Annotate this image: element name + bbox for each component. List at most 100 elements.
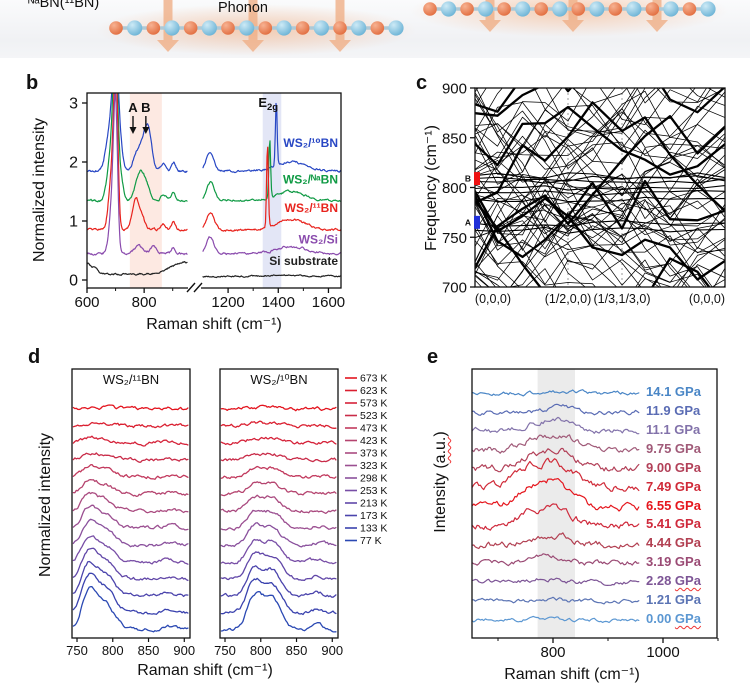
atom-nitrogen xyxy=(700,1,716,17)
kpoint-label: (0,0,0) xyxy=(689,292,725,306)
atom-nitrogen xyxy=(626,1,642,17)
pressure-label: 3.19 GPa xyxy=(646,554,701,570)
spectrum-4 xyxy=(87,261,188,276)
series-label: WS₂/¹¹BN xyxy=(285,201,338,215)
banner-phonon-label: Phonon xyxy=(218,0,268,16)
banner: ᴺᵃBN(¹¹BN) Phonon xyxy=(0,0,750,58)
x-tick: 750 xyxy=(214,643,236,658)
atom-nitrogen xyxy=(388,20,404,36)
curve xyxy=(475,220,725,227)
x-tick: 850 xyxy=(286,643,308,658)
spectrum-77K xyxy=(72,586,189,633)
pressure-label: 11.9 GPa xyxy=(646,402,701,418)
panel-c-letter: c xyxy=(416,72,428,94)
curve xyxy=(475,239,725,287)
spectrum-3 xyxy=(87,93,188,256)
atom-nitrogen xyxy=(440,1,457,17)
spectrum-373K xyxy=(72,491,189,514)
curve xyxy=(475,194,725,281)
atom-chain xyxy=(423,1,716,17)
curve xyxy=(475,166,725,281)
x-tick: 900 xyxy=(321,643,343,658)
atom-boron xyxy=(682,2,697,16)
curve xyxy=(475,88,725,173)
atom-boron xyxy=(258,21,273,35)
atom-nitrogen xyxy=(164,20,180,36)
spectrum-11.9GPa xyxy=(471,403,640,416)
panel-e-ylabel-unit: a.u. xyxy=(432,436,449,464)
atom-boron xyxy=(183,21,198,35)
legend-label: 213 K xyxy=(360,498,387,510)
panel-c-ylabel: Frequency (cm⁻¹) xyxy=(423,125,440,251)
x-tick: 800 xyxy=(540,644,565,661)
phonon-bands xyxy=(475,88,725,287)
plot-frame xyxy=(471,368,718,639)
pressure-label: 7.49 GPa xyxy=(646,478,701,494)
x-tick: 750 xyxy=(66,643,88,658)
pressure-label: 4.44 GPa xyxy=(646,535,701,551)
y-tick: 850 xyxy=(442,130,467,147)
curve xyxy=(475,88,708,147)
legend-label: 623 K xyxy=(360,385,387,397)
atom-boron xyxy=(370,21,385,35)
spectrum-523K xyxy=(220,452,337,463)
curve xyxy=(475,200,725,276)
spectrum-623K xyxy=(220,420,337,429)
atom-boron xyxy=(608,2,623,16)
x-tick: 800 xyxy=(102,643,124,658)
spectrum-373K xyxy=(220,494,337,515)
spectrum-14.1GPa xyxy=(471,389,640,397)
spectrum-623K xyxy=(72,421,189,429)
legend-label: 298 K xyxy=(360,473,387,485)
curve xyxy=(475,226,725,234)
panel-d-plot: 750 800 850 900 WS₂/¹¹BN 750 800 850 900 WS₂/¹⁰BN… xyxy=(66,368,387,658)
pressure-label: 6.55 GPa xyxy=(646,497,701,513)
atom-nitrogen xyxy=(351,20,367,36)
curve xyxy=(475,229,597,287)
curve xyxy=(475,172,725,180)
spectrum-523K xyxy=(72,452,189,463)
subpanel-title: WS₂/¹⁰BN xyxy=(250,372,307,387)
atom-nitrogen xyxy=(589,1,605,17)
curve xyxy=(475,91,725,263)
spectrum-173K xyxy=(72,560,189,598)
pressure-label: 2.28 GPa xyxy=(646,573,701,589)
banner-substrate-label: ᴺᵃBN(¹¹BN) xyxy=(28,0,100,11)
subpanel-title: WS₂/¹¹BN xyxy=(103,372,159,387)
spectrum-423K xyxy=(72,478,189,497)
curve xyxy=(475,88,636,170)
atom-chain xyxy=(109,20,404,36)
curve xyxy=(475,154,725,236)
legend-label: 253 K xyxy=(360,485,387,497)
mode-marker-label: A xyxy=(465,217,471,227)
x-tick: 850 xyxy=(138,643,160,658)
curve xyxy=(475,129,725,223)
x-tick: 1000 xyxy=(646,644,679,661)
spectrum-323K xyxy=(220,509,337,531)
panel-e-ylabel: Intensity (a.u.) xyxy=(432,431,450,532)
pressure-label: 11.1 GPa xyxy=(646,421,701,437)
atom-nitrogen xyxy=(313,20,329,36)
spectrum-1 xyxy=(87,93,188,203)
curve xyxy=(475,102,725,210)
spectrum-253K xyxy=(220,538,337,565)
y-tick: 0 xyxy=(69,273,78,290)
panel-e-letter: e xyxy=(427,346,439,368)
panel-e-ylabel-suffix: ) xyxy=(432,431,449,437)
mode-marker-A xyxy=(474,215,480,229)
spectrum-298K xyxy=(220,522,337,548)
spectrum-2.28GPa xyxy=(471,577,640,586)
legend-label: 473 K xyxy=(360,423,387,435)
panel-e-plot: 800 1000 xyxy=(471,368,719,661)
curve xyxy=(475,88,573,113)
legend-label: 523 K xyxy=(360,410,387,422)
curve xyxy=(475,173,725,287)
spectrum-1 xyxy=(202,140,341,203)
kpoint-label: (1/2,0,0) xyxy=(545,292,592,306)
atom-nitrogen xyxy=(515,1,531,17)
curve xyxy=(475,88,661,104)
phonon-arrow xyxy=(242,0,264,52)
phonon-arrow xyxy=(157,0,179,52)
atom-boron xyxy=(497,2,511,16)
spectrum-673K xyxy=(72,404,189,411)
